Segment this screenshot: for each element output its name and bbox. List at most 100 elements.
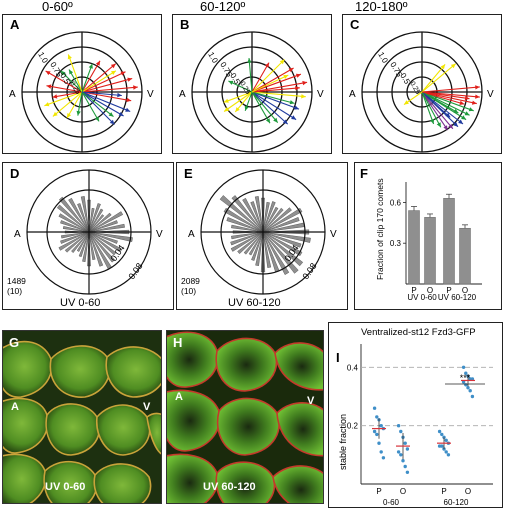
panel-f-group1-label: UV 0-60 [407, 293, 437, 302]
panel-i-data-point [379, 450, 383, 454]
panel-d-bars [56, 196, 133, 270]
vector-arrow [60, 70, 83, 93]
panel-i-category-label: P [441, 487, 446, 496]
vector-arrowhead [283, 75, 289, 79]
rose-wedge [58, 196, 90, 233]
vector-arrow [421, 91, 449, 131]
vector-arrow [52, 91, 83, 117]
panel-i-data-point [372, 429, 377, 434]
vector-arrowhead [464, 111, 470, 116]
rose-wedge [243, 231, 264, 255]
vector-arrowhead [133, 85, 138, 90]
panel-f-y-tick-label: 0.6 [390, 198, 402, 207]
vector-arrow [52, 91, 83, 98]
panel-f-category-label: O [462, 286, 468, 295]
panel-i-letter: I [336, 350, 340, 365]
vector-arrowhead [288, 68, 294, 73]
panel-i-data-point [461, 365, 466, 369]
vector-arrow [66, 91, 83, 119]
panel-g-micrograph: G A V UV 0-60 [2, 330, 162, 504]
vector-arrow [421, 91, 470, 116]
panel-c-polar-plot: C A V 1.0 0.75 0.5 0.25 [342, 14, 502, 154]
vector-arrowhead [279, 59, 285, 65]
panel-g-letter: G [9, 335, 20, 350]
vector-arrow [421, 91, 459, 114]
vector-arrow [81, 86, 138, 93]
rose-wedge [88, 212, 112, 233]
vector-arrow [421, 91, 451, 118]
panel-h-label-left: A [175, 391, 183, 403]
panel-d-caption: UV 0-60 [60, 297, 100, 309]
rose-wedge [88, 231, 104, 267]
vector-arrow [421, 91, 442, 128]
vector-arrowhead [94, 116, 99, 122]
vector-arrow [421, 91, 464, 125]
panel-i-data-point [377, 441, 381, 445]
vector-arrow [421, 91, 477, 105]
vector-arrow [421, 91, 454, 130]
panel-e-letter: E [184, 166, 193, 181]
vector-arrowhead [223, 98, 229, 103]
vector-arrow [251, 91, 300, 110]
panel-i-data-point [444, 438, 448, 442]
panel-f-y-tick-label: 0.3 [390, 239, 402, 248]
rose-wedge [88, 207, 95, 233]
vector-arrow [67, 54, 83, 93]
vector-arrow [81, 91, 122, 97]
panel-g-cells [3, 340, 161, 503]
vector-arrow [421, 91, 470, 100]
panel-e-bars [219, 195, 311, 275]
vector-arrowhead [301, 94, 306, 99]
rose-wedge [251, 231, 264, 261]
panel-d-label-left: A [14, 229, 21, 240]
panel-a-polar-plot: A A V 1.0 0.75 0.5 0.25 [2, 14, 162, 154]
vector-arrow [81, 71, 126, 93]
rose-wedge [82, 231, 90, 263]
panel-a-arrows [44, 54, 138, 125]
rose-wedge [77, 203, 90, 233]
panel-c-arrows [403, 63, 480, 131]
panel-i-data-point [401, 459, 405, 463]
rose-wedge [254, 196, 264, 233]
panel-e-count-sub: (10) [181, 286, 196, 296]
rose-wedge [262, 217, 300, 233]
panel-a-label-right: V [147, 89, 154, 100]
rose-wedge [226, 217, 264, 233]
panel-f-bar [424, 217, 436, 285]
vector-arrowhead [302, 80, 308, 86]
vector-arrowhead [60, 70, 66, 76]
vector-arrowhead [126, 97, 132, 102]
rose-wedge [56, 204, 90, 233]
panel-f-bar [443, 198, 455, 285]
vector-arrowhead [295, 73, 301, 78]
vector-arrow [421, 64, 446, 93]
panel-f-category-label: P [446, 286, 451, 295]
panel-i-data-point [444, 450, 448, 454]
vector-arrowhead [450, 63, 456, 69]
rose-wedge [58, 213, 90, 233]
panel-d-rings [26, 169, 152, 295]
panel-a-label-left: A [9, 89, 16, 100]
panel-i-title: Ventralized-st12 Fzd3-GFP [361, 327, 476, 338]
vector-arrowhead [265, 118, 270, 124]
panel-i-data-point [470, 394, 475, 399]
vector-arrowhead [458, 119, 463, 124]
rose-wedge [262, 206, 279, 233]
rose-wedge [60, 231, 90, 239]
vector-arrowhead [52, 111, 58, 117]
rose-wedge [64, 231, 90, 253]
panel-i-data-point [379, 424, 383, 428]
vector-arrow [251, 81, 308, 93]
vector-arrow [81, 91, 124, 117]
vector-arrowhead [235, 107, 240, 112]
panel-i-data-point [440, 444, 444, 448]
vector-arrowhead [67, 113, 72, 118]
panel-i-dot-plot: Ventralized-st12 Fzd3-GFP I stable fract… [328, 322, 503, 508]
rose-wedge [223, 207, 264, 233]
panel-i-data-point [403, 441, 407, 445]
panel-g-label-left: A [11, 401, 19, 413]
vector-arrow [251, 91, 306, 98]
vector-arrowhead [453, 108, 459, 113]
vector-arrowhead [282, 119, 288, 125]
vector-arrowhead [404, 100, 409, 105]
